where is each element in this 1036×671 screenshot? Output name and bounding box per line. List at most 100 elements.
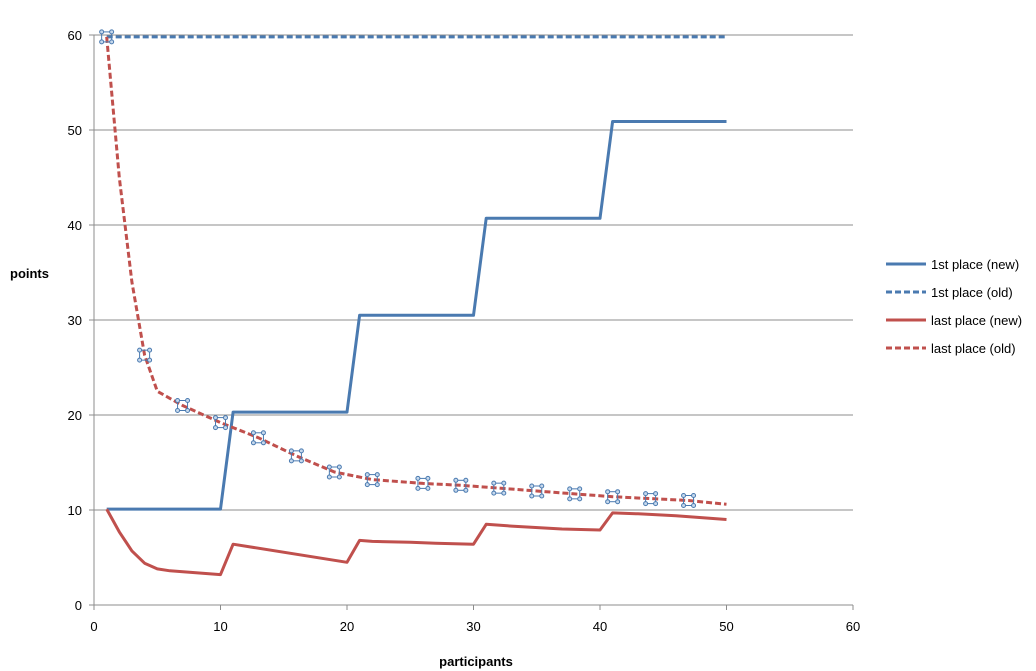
marker-handle xyxy=(539,483,545,489)
marker-point xyxy=(643,491,659,507)
marker-point xyxy=(415,475,431,491)
y-tick-label-50: 50 xyxy=(68,123,82,138)
marker-box xyxy=(607,491,619,503)
marker-handle xyxy=(491,480,497,486)
marker-handle xyxy=(681,503,687,508)
marker-point xyxy=(529,483,545,499)
y-tick-label-10: 10 xyxy=(68,503,82,518)
axes xyxy=(89,34,854,610)
marker-handle xyxy=(250,440,256,446)
marker-handle xyxy=(185,398,191,403)
marker-handle xyxy=(529,483,535,489)
marker-point xyxy=(567,486,583,502)
marker-handle xyxy=(336,464,342,470)
marker-box xyxy=(455,479,467,491)
marker-handle xyxy=(99,39,105,45)
y-tick-label-60: 60 xyxy=(68,28,82,43)
tick-labels: 0 10 20 30 40 50 60 0 10 20 30 40 50 60 xyxy=(68,28,861,634)
series-line-last-place-new xyxy=(105,508,727,577)
marker-handle xyxy=(213,415,218,421)
marker-point xyxy=(288,448,304,464)
marker-handle xyxy=(453,477,459,483)
marker-handle xyxy=(577,486,583,492)
marker-point xyxy=(175,398,191,413)
marker-handle xyxy=(463,487,469,493)
marker-box xyxy=(417,477,429,489)
marker-box xyxy=(645,493,657,505)
x-tick-label-50: 50 xyxy=(719,619,733,634)
marker-handle xyxy=(415,485,421,491)
marker-handle xyxy=(681,493,687,498)
legend-label: 1st place (old) xyxy=(931,285,1013,300)
marker-point xyxy=(213,415,228,431)
marker-point xyxy=(250,430,266,446)
marker-handle xyxy=(185,408,191,413)
series-lines xyxy=(105,35,727,577)
marker-handle xyxy=(615,499,621,505)
marker-box xyxy=(531,485,543,497)
marker-handle xyxy=(501,480,507,486)
marker-handle xyxy=(298,458,304,464)
legend-label: last place (new) xyxy=(931,313,1022,328)
marker-handle xyxy=(653,501,659,507)
marker-handle xyxy=(223,415,228,421)
marker-handle xyxy=(147,347,153,353)
y-tick-label-20: 20 xyxy=(68,408,82,423)
marker-handle xyxy=(691,493,697,498)
marker-point xyxy=(99,29,115,45)
x-tick-label-60: 60 xyxy=(846,619,860,634)
series-line-last-place-old xyxy=(105,36,727,506)
marker-handle xyxy=(374,472,380,478)
x-tick-label-0: 0 xyxy=(90,619,97,634)
marker-box xyxy=(177,400,189,411)
marker-box xyxy=(290,450,302,462)
legend-label: 1st place (new) xyxy=(931,257,1019,272)
marker-point xyxy=(453,477,469,493)
marker-handle xyxy=(653,491,659,497)
marker-handle xyxy=(491,490,497,496)
marker-handle xyxy=(529,493,535,499)
legend-item-last-place-old: last place (old) xyxy=(886,341,1016,356)
marker-handle xyxy=(213,425,218,431)
y-axis-title: points xyxy=(10,266,49,281)
marker-handle xyxy=(336,474,342,480)
x-tick-label-30: 30 xyxy=(466,619,480,634)
marker-point xyxy=(681,493,697,508)
marker-handle xyxy=(288,448,294,454)
marker-handle xyxy=(691,503,697,508)
legend: 1st place (new) 1st place (old) last place… xyxy=(886,257,1022,356)
marker-handle xyxy=(223,425,228,431)
x-axis-title: participants xyxy=(439,654,513,669)
marker-handle xyxy=(175,398,181,403)
marker-box xyxy=(252,432,264,444)
marker-handle xyxy=(415,475,421,481)
marker-handle xyxy=(374,482,380,488)
y-tick-label-0: 0 xyxy=(75,598,82,613)
marker-handle xyxy=(99,29,105,35)
marker-handle xyxy=(147,357,153,363)
marker-handle xyxy=(364,482,370,488)
marker-point xyxy=(326,464,342,480)
marker-handle xyxy=(567,486,573,492)
marker-box xyxy=(366,474,378,486)
marker-handle xyxy=(605,489,611,495)
marker-point xyxy=(491,480,507,496)
marker-handle xyxy=(288,458,294,464)
x-tick-label-20: 20 xyxy=(340,619,354,634)
marker-handle xyxy=(577,496,583,502)
marker-handle xyxy=(643,491,649,497)
legend-label: last place (old) xyxy=(931,341,1016,356)
marker-handle xyxy=(501,490,507,496)
marker-handle xyxy=(260,440,266,446)
marker-handle xyxy=(260,430,266,436)
x-tick-label-40: 40 xyxy=(593,619,607,634)
marker-handle xyxy=(109,39,115,45)
y-tick-label-30: 30 xyxy=(68,313,82,328)
gridlines xyxy=(94,34,853,511)
marker-handle xyxy=(539,493,545,499)
marker-box xyxy=(215,417,226,429)
marker-box xyxy=(493,482,505,494)
marker-point xyxy=(605,489,621,505)
marker-handle xyxy=(298,448,304,454)
